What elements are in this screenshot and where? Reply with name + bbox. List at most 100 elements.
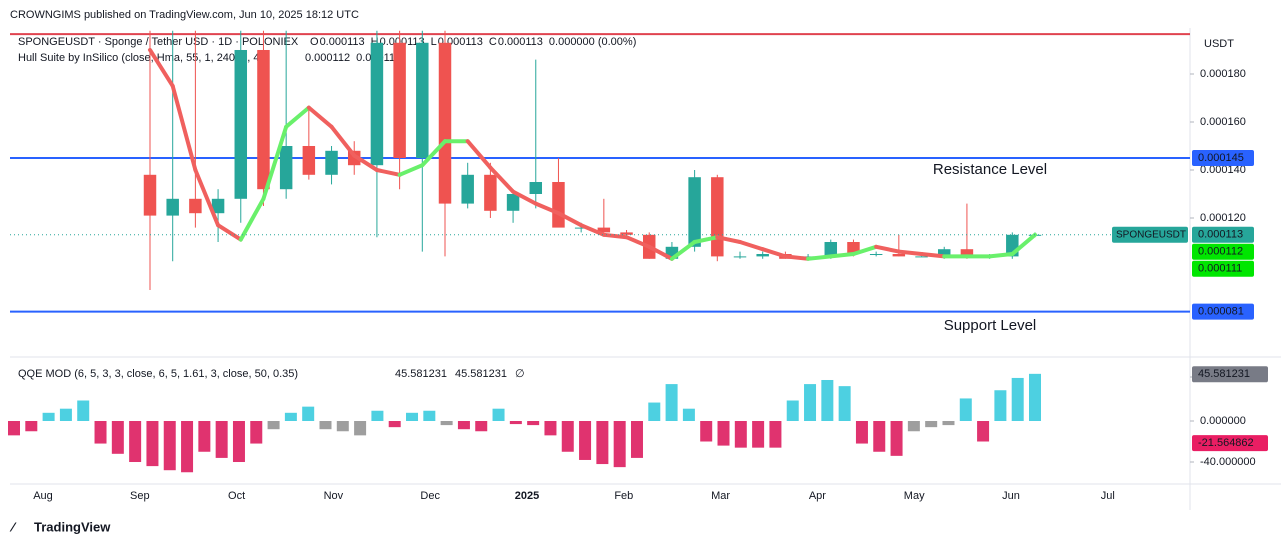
qqe-bar: [596, 421, 609, 465]
qqe-box: [1192, 435, 1268, 452]
ohlc-value: 0.000113: [320, 36, 365, 48]
x-tick-label: Feb: [614, 490, 633, 502]
y-tick-label: 0.000160: [1200, 116, 1246, 128]
candle-body: [189, 198, 202, 214]
published: CROWNGIMS published on TradingView.com, …: [10, 9, 359, 21]
candle-body: [733, 256, 747, 258]
qqe-bar: [959, 398, 972, 421]
qqe-bar: [873, 421, 886, 452]
qqe-bar: [804, 384, 817, 421]
logo: ⁄: [9, 519, 17, 534]
change: 0.000000 (0.00%): [549, 36, 636, 48]
qqe-bar: [665, 384, 678, 421]
candle-body: [461, 174, 474, 204]
hull-line: [692, 235, 720, 245]
x-tick-label: Jul: [1101, 490, 1115, 502]
price-box: [1192, 226, 1254, 243]
hull-line: [1010, 232, 1037, 257]
qqe-bar: [977, 421, 990, 442]
qqe-bar: [8, 421, 20, 436]
qqe-bar: [198, 421, 211, 452]
hull-line: [624, 235, 652, 249]
qqe-mark-label: 45.581231: [1198, 368, 1250, 380]
candle-body: [393, 42, 406, 158]
candle-body: [302, 145, 316, 175]
qqe-bar: [77, 400, 90, 421]
qqe-bar: [319, 421, 332, 430]
x-tick-label: Aug: [33, 490, 53, 502]
hull-line: [896, 249, 924, 257]
candle-body: [143, 174, 157, 216]
hull-line: [352, 153, 379, 172]
candle-body: [869, 254, 883, 256]
qqe-bar: [855, 421, 868, 444]
hull-label: 0.000111: [1198, 263, 1242, 275]
qqe-bar: [163, 421, 176, 471]
qqe-bar: [734, 421, 747, 448]
hull-box: [1192, 243, 1254, 260]
hull-line: [397, 163, 425, 177]
annotation: Resistance Level: [933, 161, 1047, 178]
qqe-bar: [630, 421, 643, 458]
candle-body: [325, 150, 338, 175]
candle-body: [960, 249, 974, 257]
qqe-bar: [561, 421, 574, 452]
candle-body: [211, 198, 225, 214]
level-label: 0.000145: [1198, 152, 1244, 164]
qqe-bar: [423, 410, 436, 421]
qqe-title: QQE MOD (6, 5, 3, 3, close, 6, 5, 1.61, …: [18, 368, 298, 380]
hull-line: [284, 105, 311, 129]
hull-line: [238, 196, 266, 242]
currency: USDT: [1204, 38, 1234, 50]
candle-body: [756, 254, 769, 257]
hull-line: [556, 211, 584, 228]
candle-body: [416, 42, 429, 158]
hull-line: [216, 223, 243, 242]
symbol-label: SPONGEUSDT: [1116, 229, 1186, 240]
hull-line: [579, 223, 606, 237]
qqe-bar: [907, 421, 920, 432]
qqe-bar: [1011, 377, 1024, 421]
qqe-bar: [388, 421, 401, 428]
candle-body: [370, 42, 384, 166]
candle-body: [438, 42, 452, 204]
hull-line: [601, 232, 629, 240]
hull-line: [420, 139, 447, 168]
hull-line: [647, 244, 674, 261]
qqe-bar: [579, 421, 592, 460]
hull-title: Hull Suite by InSilico (close, Hma, 55, …: [18, 52, 269, 64]
qqe-bar: [129, 421, 142, 463]
hull-line: [783, 254, 811, 261]
qqe-bar: [406, 412, 419, 421]
qqe-bar: [232, 421, 245, 463]
hull-line: [170, 83, 198, 172]
hull-line: [533, 201, 561, 216]
ohlc-key: H: [371, 36, 379, 48]
symbol-box: [1112, 226, 1188, 243]
level-label: 0.000081: [1198, 306, 1244, 318]
qqe-reading: 45.581231: [395, 368, 447, 380]
qqe-mark-label: -21.564862: [1198, 437, 1254, 449]
y-tick-label: 0.000140: [1200, 164, 1246, 176]
hull-value: 0.000112: [305, 52, 350, 64]
candle-body: [506, 194, 520, 211]
qqe-bar: [284, 412, 297, 421]
hull-line: [738, 240, 765, 252]
candle-body: [234, 49, 248, 199]
hull-line: [488, 165, 516, 194]
x-tick-label: Dec: [420, 490, 440, 502]
hull-line: [760, 247, 788, 259]
qqe-box: [1192, 366, 1268, 383]
qqe-bar: [25, 421, 38, 432]
candle-body: [711, 177, 724, 257]
qqe-reading: ∅: [515, 368, 525, 380]
x-tick-label: May: [904, 490, 925, 502]
qqe-bar: [544, 421, 557, 436]
qqe-bar: [267, 421, 280, 430]
ohlc-value: 0.000113: [380, 36, 425, 48]
candle-body: [257, 49, 270, 190]
candle-body: [484, 174, 497, 211]
qqe-bar: [250, 421, 263, 444]
qqe-bar: [336, 421, 349, 432]
